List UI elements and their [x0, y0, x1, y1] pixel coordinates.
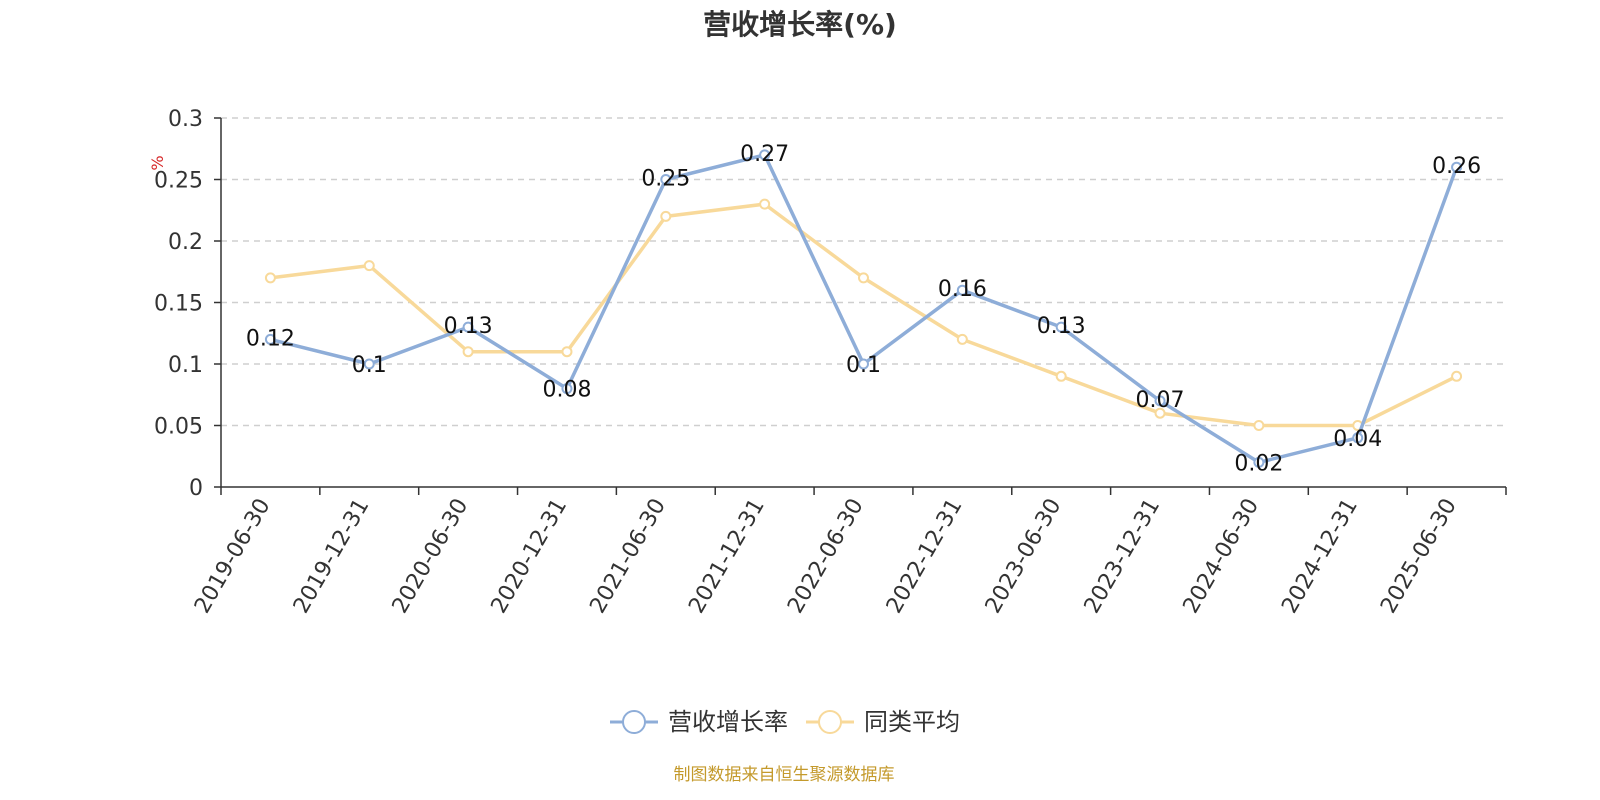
data-labels-layer: 0.12 0.1 0.13 0.08 0.25 0.27 0.1 0.16 0.13 0.07 0.… [246, 142, 1481, 477]
chart-title: 营收增长率(%) [703, 8, 897, 41]
data-point-peer-average[interactable] [363, 260, 375, 272]
series-layer [264, 149, 1463, 468]
legend-marker-peer-average [818, 710, 842, 734]
legend-item-revenue-growth[interactable]: 营收增长率 [610, 708, 788, 736]
data-label: 0.16 [938, 277, 987, 302]
data-point-peer-average[interactable] [1055, 370, 1067, 382]
data-label: 0.07 [1136, 388, 1185, 413]
data-point-peer-average[interactable] [561, 346, 573, 358]
data-point-peer-average[interactable] [1154, 407, 1166, 419]
data-point-revenue-growth[interactable] [1253, 456, 1265, 468]
data-point-peer-average[interactable] [660, 210, 672, 222]
x-axis-tick-label: 2022-12-31 [882, 495, 968, 618]
data-point-revenue-growth[interactable] [264, 333, 276, 345]
data-label: 0.27 [740, 142, 789, 167]
data-point-peer-average[interactable] [462, 346, 474, 358]
x-axis-tick-label: 2021-06-30 [585, 495, 671, 618]
legend-label-revenue-growth: 营收增长率 [668, 708, 788, 736]
data-point-revenue-growth[interactable] [1055, 321, 1067, 333]
y-axis-tick-label: 0.25 [154, 169, 203, 194]
data-label: 0.1 [846, 353, 881, 378]
data-label: 0.26 [1432, 154, 1481, 179]
x-axis-tick-label: 2024-12-31 [1277, 495, 1363, 618]
data-point-revenue-growth[interactable] [858, 358, 869, 370]
data-point-revenue-growth[interactable] [1154, 395, 1166, 407]
y-axis-tick-label: 0.1 [168, 353, 203, 378]
y-axis-unit-label: % [148, 155, 167, 170]
series-line-revenue-growth [268, 153, 1459, 465]
data-point-revenue-growth[interactable] [956, 284, 968, 296]
y-axis-tick-label: 0.3 [168, 107, 203, 132]
data-point-peer-average[interactable] [264, 272, 276, 284]
data-point-revenue-growth[interactable] [1352, 432, 1364, 444]
x-axis-tick-label: 2023-06-30 [981, 495, 1067, 618]
data-point-peer-average[interactable] [759, 198, 771, 210]
data-point-peer-average[interactable] [1451, 370, 1463, 382]
data-point-revenue-growth[interactable] [660, 174, 672, 185]
legend: 营收增长率 同类平均 [610, 708, 960, 736]
x-axis-tick-label: 2025-06-30 [1376, 495, 1462, 618]
grid-layer [221, 117, 1506, 427]
y-axis-tick-label: 0 [189, 476, 203, 501]
legend-label-peer-average: 同类平均 [864, 708, 960, 736]
x-axis-tick-label: 2022-06-30 [783, 495, 869, 618]
y-axis-tick-label: 0.05 [154, 415, 203, 440]
x-axis-tick-label: 2020-12-31 [487, 495, 573, 618]
data-point-peer-average[interactable] [858, 272, 869, 284]
data-label: 0.12 [246, 326, 295, 351]
x-axis-tick-label: 2023-12-31 [1080, 495, 1166, 618]
data-point-revenue-growth[interactable] [1451, 161, 1463, 173]
x-axis-tick-label: 2019-12-31 [289, 495, 375, 618]
data-point-revenue-growth[interactable] [462, 321, 474, 333]
y-axis-tick-label: 0.2 [168, 230, 203, 255]
x-axis-tick-label: 2020-06-30 [388, 494, 474, 617]
data-label: 0.02 [1234, 451, 1283, 476]
data-label: 0.08 [542, 378, 591, 403]
data-source-note: 制图数据来自恒生聚源数据库 [674, 765, 895, 785]
x-axis-tick-label: 2021-12-31 [684, 495, 770, 618]
data-label: 0.1 [352, 353, 387, 378]
data-label: 0.13 [444, 314, 493, 339]
data-label: 0.25 [641, 167, 690, 192]
data-point-revenue-growth[interactable] [759, 149, 771, 161]
y-axis-tick-label: 0.15 [154, 292, 203, 317]
data-label: 0.13 [1037, 314, 1086, 339]
data-point-peer-average[interactable] [956, 333, 968, 345]
data-label: 0.04 [1333, 427, 1382, 452]
data-point-revenue-growth[interactable] [363, 358, 375, 370]
x-axis-tick-label: 2019-06-30 [190, 495, 276, 618]
legend-item-peer-average[interactable]: 同类平均 [806, 708, 960, 736]
legend-marker-revenue-growth [622, 710, 646, 734]
data-point-revenue-growth[interactable] [561, 383, 573, 395]
x-axis-tick-label: 2024-06-30 [1179, 495, 1265, 618]
data-point-peer-average[interactable] [1253, 420, 1265, 431]
